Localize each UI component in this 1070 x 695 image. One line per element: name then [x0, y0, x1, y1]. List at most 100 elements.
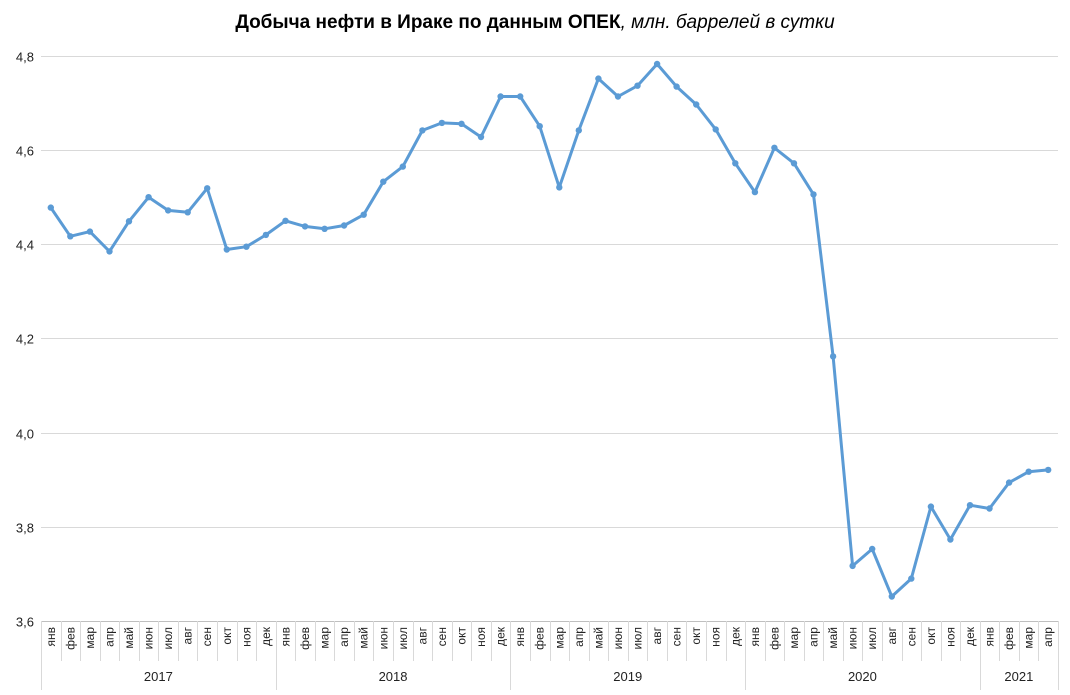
data-point — [145, 194, 152, 201]
y-tick-label: 4,4 — [16, 238, 34, 253]
x-month-label: апр — [1041, 627, 1055, 647]
x-month-label: дек — [494, 626, 508, 646]
y-tick-label: 4,0 — [16, 427, 34, 442]
x-month-label: июл — [161, 627, 175, 649]
data-point — [438, 119, 446, 127]
data-point — [67, 233, 74, 240]
x-month-label: ноя — [709, 627, 723, 647]
x-month-label: авг — [650, 626, 664, 644]
x-month-label: окт — [455, 627, 469, 645]
x-month-label: авг — [415, 626, 429, 644]
data-point — [790, 160, 798, 167]
x-month-label: мар — [1022, 627, 1036, 649]
x-month-label: мар — [83, 627, 97, 649]
data-point — [477, 133, 485, 141]
x-month-label: сен — [200, 627, 214, 646]
x-month-label: фев — [767, 627, 781, 650]
data-point — [184, 209, 191, 216]
data-point — [888, 593, 895, 600]
x-month-label: мар — [552, 627, 566, 649]
x-year-label: 2019 — [613, 669, 642, 684]
x-month-label: янв — [44, 627, 58, 647]
x-year-label: 2021 — [1004, 669, 1033, 684]
x-month-label: фев — [1002, 627, 1016, 650]
y-tick-label: 4,2 — [16, 332, 34, 347]
x-month-label: ноя — [943, 627, 957, 647]
x-month-label: авг — [885, 626, 899, 644]
series-line — [49, 62, 1050, 598]
data-point — [1005, 479, 1013, 486]
data-point — [419, 127, 426, 134]
x-month-label: апр — [337, 627, 351, 647]
x-month-label: окт — [689, 627, 703, 645]
x-month-label: май — [826, 627, 840, 649]
y-tick-label: 4,8 — [16, 50, 34, 65]
x-month-label: июл — [396, 627, 410, 649]
x-year-label: 2017 — [144, 669, 173, 684]
data-point — [360, 211, 367, 218]
data-point — [712, 126, 719, 133]
x-month-label: фев — [533, 627, 547, 650]
data-point — [223, 246, 230, 253]
x-month-label: июн — [376, 627, 390, 649]
data-point — [458, 120, 465, 128]
x-month-label: ноя — [239, 627, 253, 647]
data-point — [927, 503, 935, 510]
data-point — [595, 75, 602, 82]
data-point — [693, 101, 700, 108]
x-month-label: мар — [318, 627, 332, 649]
data-point — [86, 228, 94, 235]
x-month-label: июл — [631, 627, 645, 649]
x-month-label: фев — [298, 627, 312, 650]
data-point — [380, 178, 387, 185]
chart-title-main: Добыча нефти в Ираке по данным ОПЕК — [235, 12, 621, 33]
data-point — [399, 163, 406, 170]
data-point — [771, 144, 778, 151]
data-point — [243, 243, 250, 250]
x-month-label: окт — [220, 627, 234, 645]
x-month-label: май — [357, 627, 371, 649]
x-month-label: сен — [904, 627, 918, 646]
x-month-label: июн — [611, 627, 625, 649]
data-point — [47, 204, 54, 211]
chart-title-unit: , млн. баррелей в сутки — [620, 12, 835, 33]
data-point — [947, 536, 954, 543]
x-year-label: 2020 — [848, 669, 877, 684]
data-point — [751, 188, 759, 196]
data-point — [536, 123, 543, 130]
data-point — [653, 60, 661, 68]
x-axis: янв фев мар апр май июн июл авг сен окт ноя дек янв ф… — [41, 621, 1059, 690]
gridlines — [41, 56, 1058, 622]
data-point — [908, 575, 915, 582]
chart-title: Добыча нефти в Ираке по данным ОПЕК, млн… — [0, 12, 1070, 34]
x-month-label: сен — [435, 627, 449, 646]
series-oil-production — [47, 60, 1052, 600]
x-month-label: дек — [728, 626, 742, 646]
x-month-label: апр — [572, 627, 586, 647]
x-month-label: дек — [259, 626, 273, 646]
y-tick-label: 4,6 — [16, 144, 34, 159]
x-year-label: 2018 — [379, 669, 408, 684]
data-point — [829, 353, 837, 360]
data-point — [556, 184, 563, 191]
y-axis: 3,6 3,8 4,0 4,2 4,4 4,6 4,8 — [16, 50, 34, 630]
data-point — [204, 185, 211, 192]
data-point — [301, 223, 309, 230]
data-point — [125, 218, 133, 225]
data-point — [986, 505, 993, 512]
y-tick-label: 3,6 — [16, 615, 34, 630]
x-month-label: май — [122, 627, 136, 649]
x-month-label: авг — [181, 626, 195, 644]
data-point — [966, 502, 974, 509]
data-point — [614, 93, 622, 100]
data-point — [673, 83, 680, 90]
data-point — [340, 222, 348, 229]
data-point — [849, 562, 856, 570]
x-month-label: апр — [103, 627, 117, 647]
data-point — [869, 545, 876, 553]
x-month-label: апр — [807, 627, 821, 647]
x-month-label: июл — [865, 627, 879, 649]
x-month-label: янв — [513, 627, 527, 647]
data-point — [1045, 466, 1052, 474]
data-point — [282, 217, 289, 224]
